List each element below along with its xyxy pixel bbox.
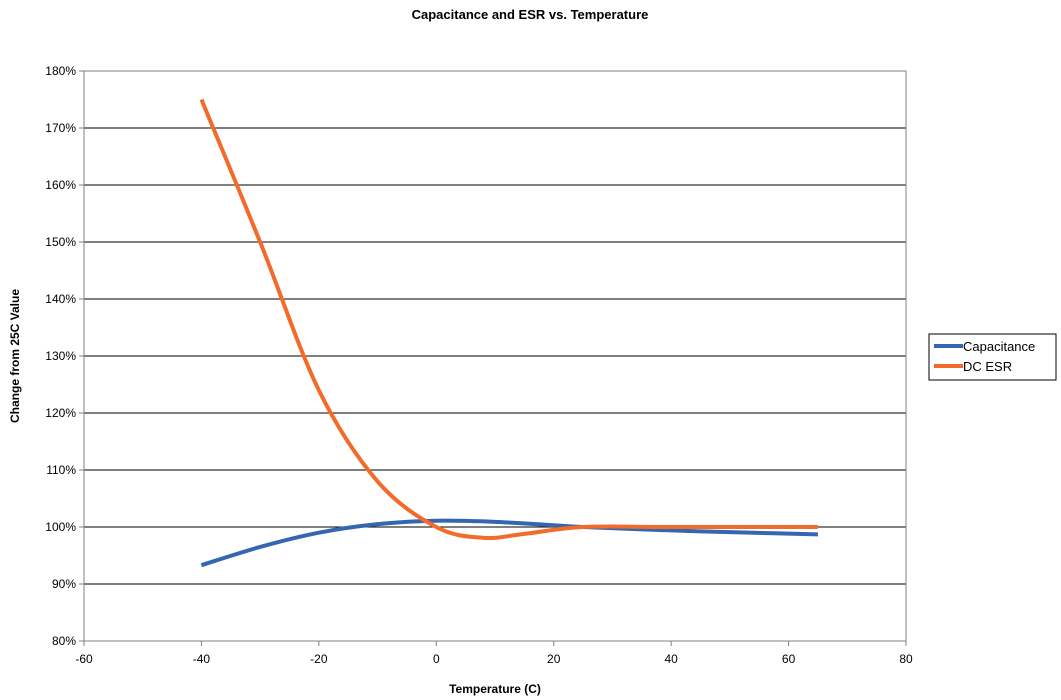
y-tick-label-2: 100% [45, 520, 76, 534]
y-tick-label-10: 180% [45, 64, 76, 78]
x-tick-label-4: 20 [547, 652, 561, 666]
legend-box [928, 333, 1057, 381]
legend: Capacitance DC ESR [928, 333, 1057, 381]
x-tick-label-6: 60 [782, 652, 796, 666]
legend-label-dc-esr: DC ESR [963, 359, 1012, 374]
chart-title: Capacitance and ESR vs. Temperature [412, 7, 649, 22]
x-axis: -60 -40 -20 0 20 40 60 80 [75, 641, 913, 666]
y-tick-label-1: 90% [52, 577, 76, 591]
series-layer [199, 98, 818, 568]
y-axis: 80% 90% 100% 110% 120% 130% 140% 150% 160% 170% 18… [45, 64, 84, 648]
gridlines [84, 127, 906, 585]
y-tick-label-6: 140% [45, 292, 76, 306]
x-tick-label-2: -20 [310, 652, 328, 666]
y-axis-title: Change from 25C Value [8, 289, 22, 423]
x-tick-label-5: 40 [664, 652, 678, 666]
y-tick-label-7: 150% [45, 235, 76, 249]
y-tick-label-3: 110% [46, 463, 76, 477]
y-tick-label-5: 130% [45, 349, 76, 363]
x-tick-label-3: 0 [433, 652, 440, 666]
series-line-dc-esr [199, 98, 818, 541]
series-line-capacitance [200, 518, 818, 568]
y-tick-label-0: 80% [52, 634, 76, 648]
x-axis-title: Temperature (C) [449, 682, 541, 696]
y-tick-label-8: 160% [45, 178, 76, 192]
x-tick-label-0: -60 [75, 652, 93, 666]
x-tick-label-1: -40 [193, 652, 211, 666]
x-tick-label-7: 80 [899, 652, 913, 666]
legend-label-capacitance: Capacitance [963, 339, 1035, 354]
y-tick-label-4: 120% [45, 406, 76, 420]
y-tick-label-9: 170% [45, 121, 76, 135]
